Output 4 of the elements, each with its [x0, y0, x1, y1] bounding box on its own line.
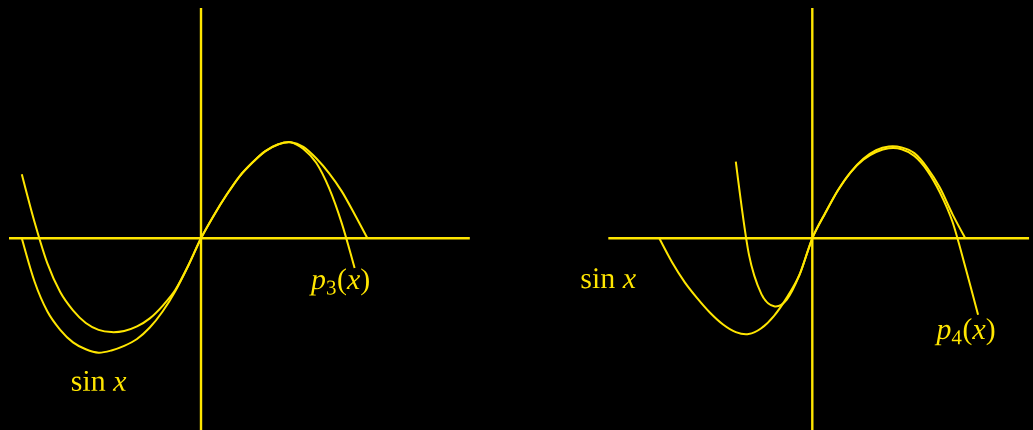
series-label: sin x [71, 370, 127, 392]
series-label: p$_{3}$(x) [309, 268, 369, 296]
series-label: p$_{4}$(x) [934, 318, 995, 346]
series-label: sin x [581, 268, 636, 289]
